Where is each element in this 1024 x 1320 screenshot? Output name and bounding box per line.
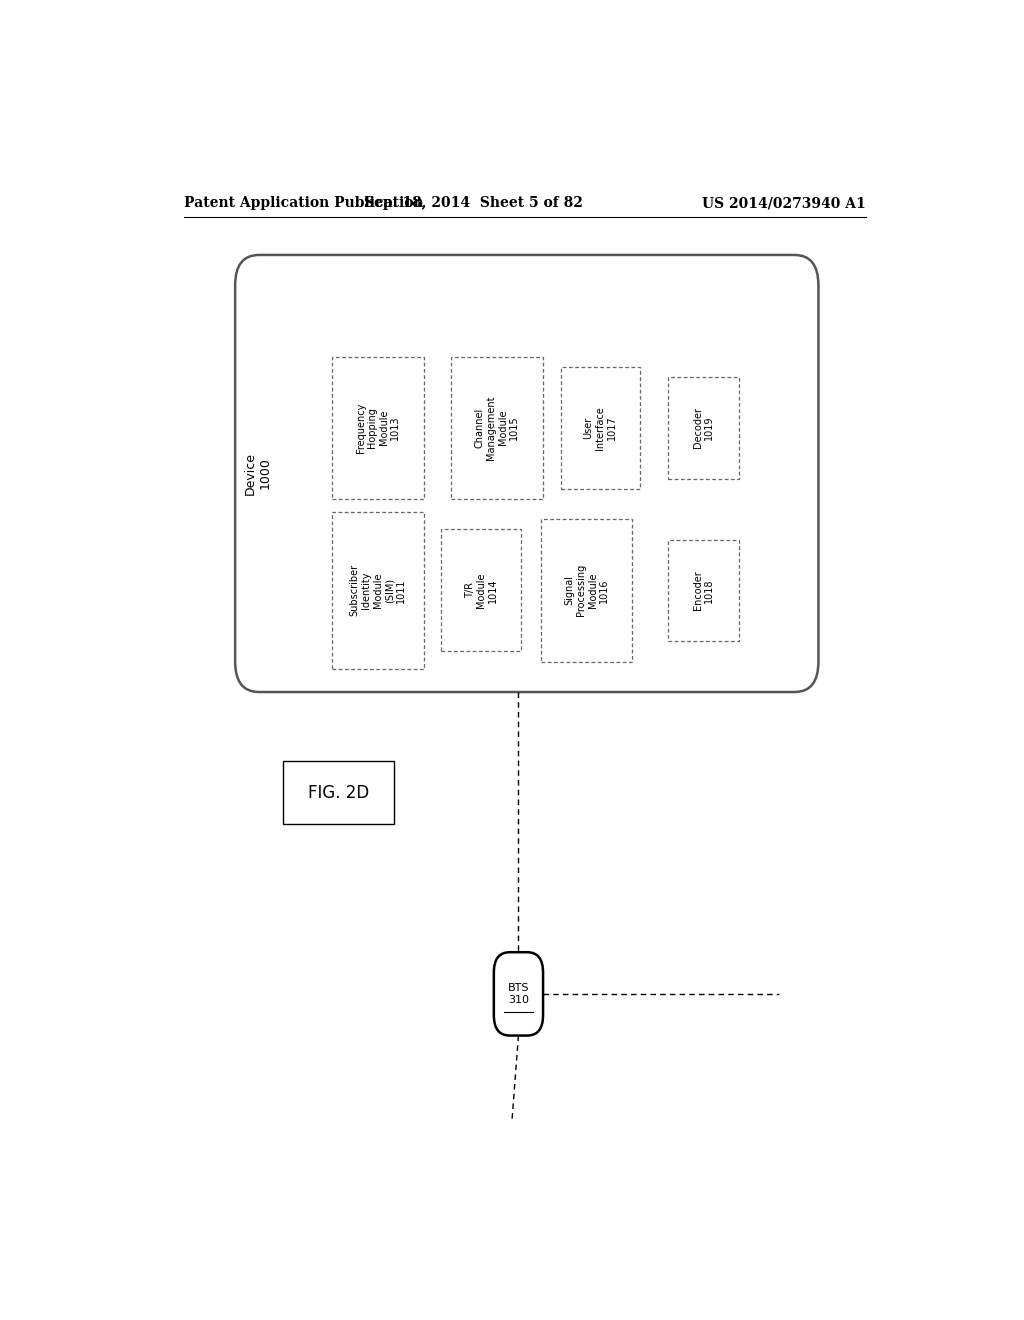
Text: T/R
Module
1014: T/R Module 1014	[465, 573, 498, 609]
Text: Patent Application Publication: Patent Application Publication	[183, 197, 423, 210]
Text: Channel
Management
Module
1015: Channel Management Module 1015	[475, 396, 519, 459]
Text: Device
1000: Device 1000	[244, 451, 271, 495]
Text: FIG. 2D: FIG. 2D	[307, 784, 369, 801]
Text: BTS
310: BTS 310	[508, 983, 529, 1005]
Text: Signal
Processing
Module
1016: Signal Processing Module 1016	[564, 564, 609, 616]
Text: Subscriber
Identity
Module
(SIM)
1011: Subscriber Identity Module (SIM) 1011	[350, 565, 407, 616]
Text: US 2014/0273940 A1: US 2014/0273940 A1	[702, 197, 866, 210]
Text: User
Interface
1017: User Interface 1017	[584, 405, 616, 450]
Text: Sep. 18, 2014  Sheet 5 of 82: Sep. 18, 2014 Sheet 5 of 82	[364, 197, 583, 210]
Text: Encoder
1018: Encoder 1018	[692, 570, 714, 610]
Text: Frequency
Hopping
Module
1013: Frequency Hopping Module 1013	[355, 403, 400, 453]
Text: Decoder
1019: Decoder 1019	[692, 408, 714, 449]
